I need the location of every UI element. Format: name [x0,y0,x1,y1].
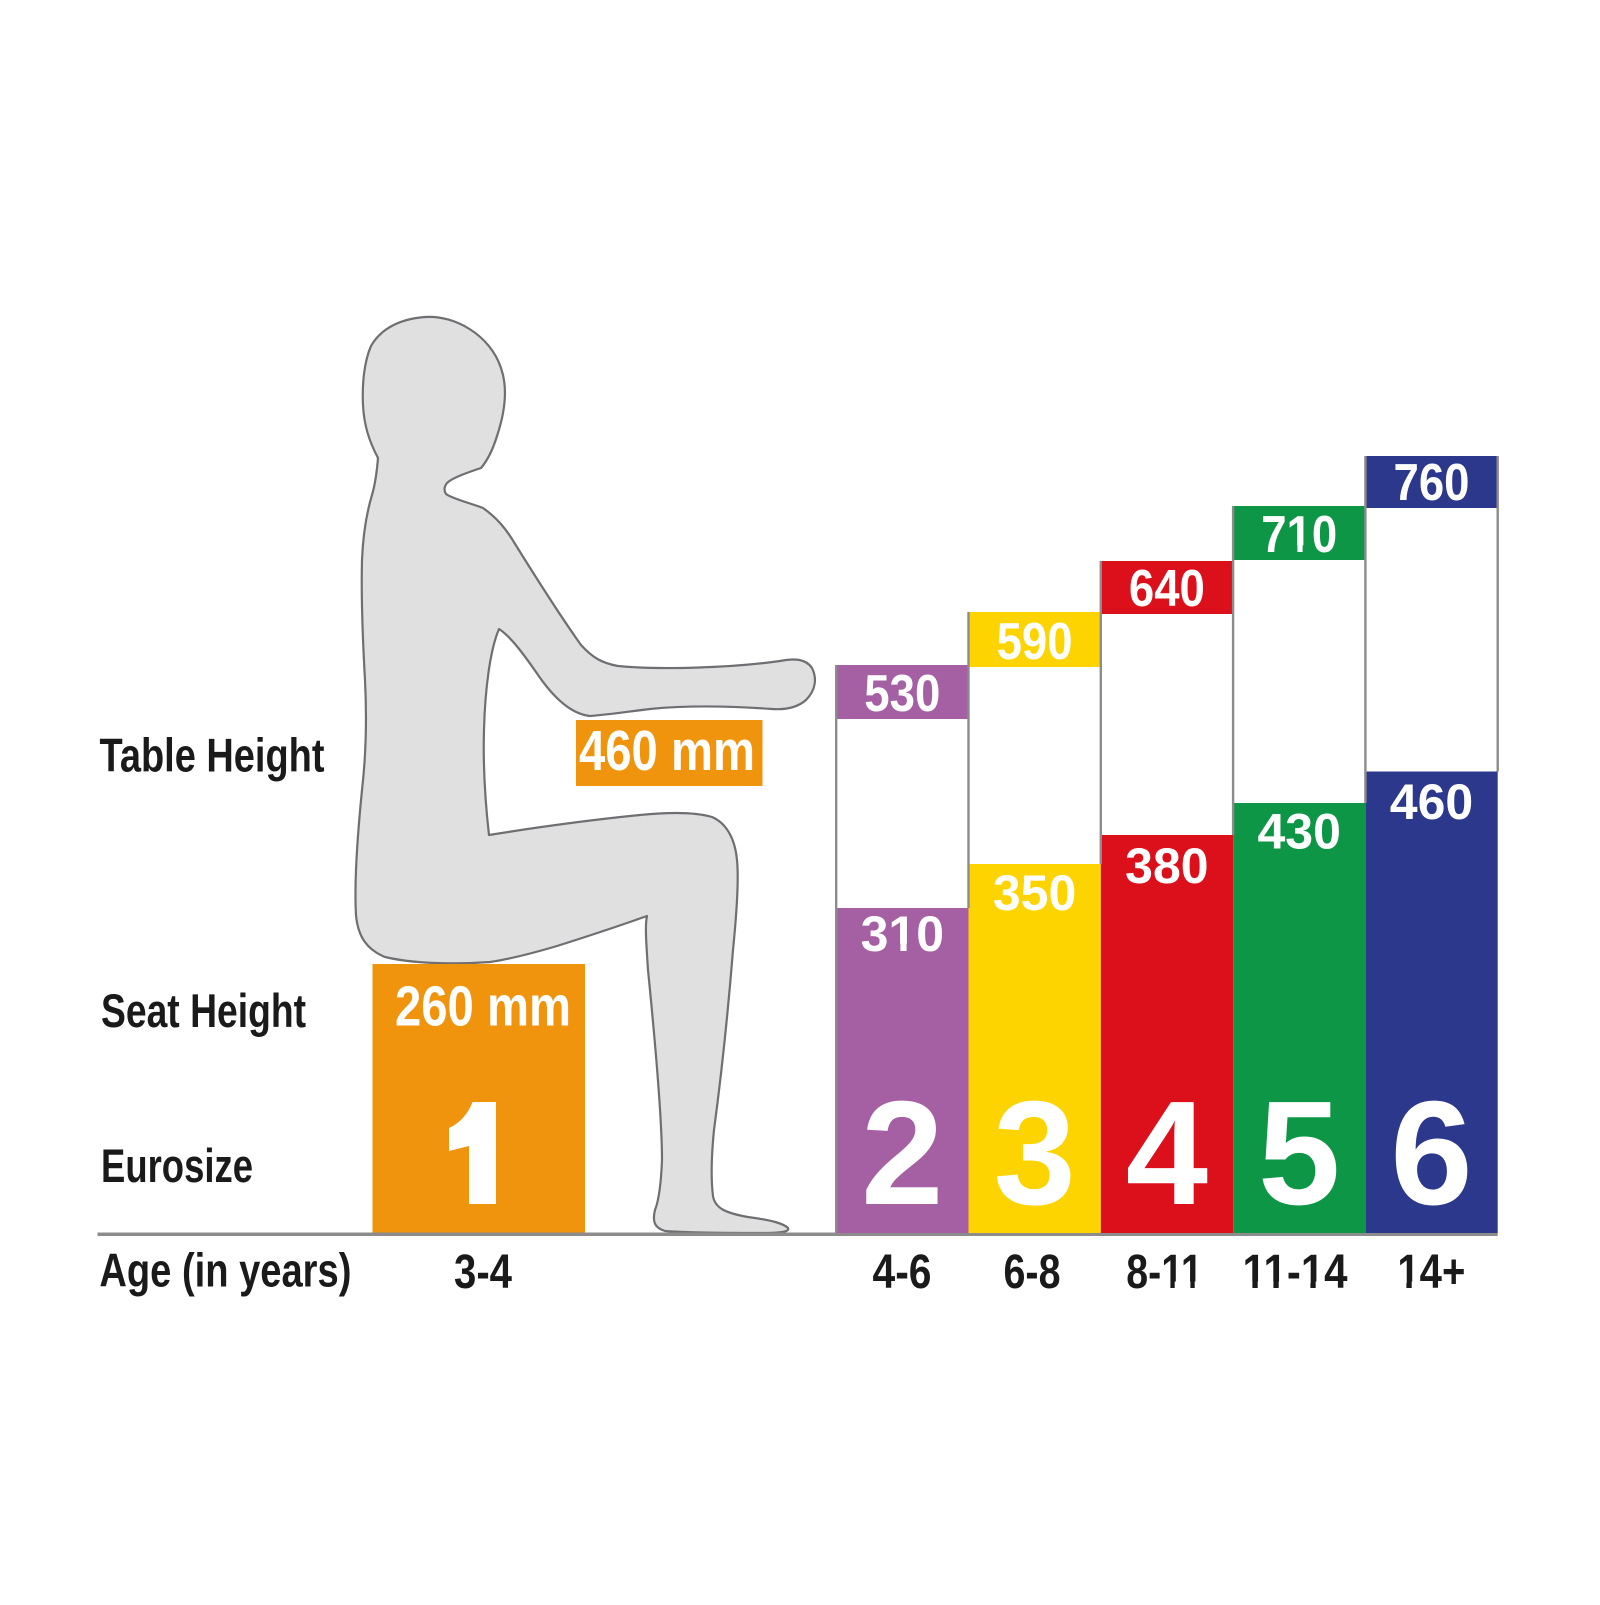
svg-text:350: 350 [993,865,1076,921]
svg-text:760: 760 [1394,454,1470,512]
svg-text:460 mm: 460 mm [579,719,755,783]
svg-text:Table Height: Table Height [100,730,325,783]
svg-text:460: 460 [1390,774,1473,830]
svg-text:640: 640 [1129,560,1205,618]
svg-text:260 mm: 260 mm [395,975,571,1039]
svg-text:5: 5 [1258,1071,1340,1236]
svg-text:Age (in years): Age (in years) [99,1245,351,1298]
svg-text:6-8: 6-8 [1004,1246,1061,1299]
svg-text:530: 530 [864,665,940,723]
svg-text:Seat Height: Seat Height [101,985,306,1038]
svg-text:380: 380 [1125,838,1208,894]
svg-text:590: 590 [997,613,1073,671]
svg-text:430: 430 [1257,804,1340,860]
svg-text:310: 310 [861,906,944,962]
svg-text:3-4: 3-4 [454,1246,512,1299]
svg-text:14+: 14+ [1397,1246,1465,1299]
svg-text:Eurosize: Eurosize [101,1140,253,1193]
svg-text:3: 3 [993,1071,1075,1236]
svg-text:4: 4 [1126,1071,1208,1236]
svg-text:2: 2 [861,1071,943,1236]
svg-text:710: 710 [1261,506,1337,564]
svg-text:6: 6 [1390,1071,1472,1236]
svg-text:4-6: 4-6 [873,1246,932,1299]
